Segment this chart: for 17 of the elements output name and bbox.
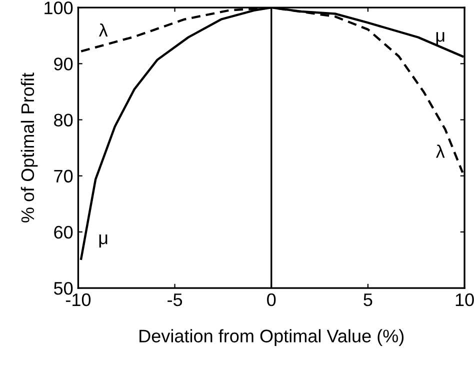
y-tick-label: 50 [54, 282, 73, 295]
x-tick-label: 0 [267, 293, 276, 306]
y-tick-label: 100 [44, 2, 73, 14]
text: λ [98, 23, 108, 37]
y-tick-label: 60 [54, 226, 73, 239]
y-tick-label: 90 [54, 58, 73, 70]
x-tick-label: 10 [456, 293, 474, 306]
x-tick-label: -10 [66, 293, 91, 306]
x-tick-label: 5 [364, 294, 372, 306]
y-tick-label: 70 [54, 170, 73, 183]
x-tick-label: -5 [168, 294, 182, 306]
x-axis-title: Deviation from Optimal Value (%) [140, 329, 404, 346]
series-label: λ [436, 144, 445, 158]
y-tick-label: 80 [54, 114, 73, 126]
series-label: μ [436, 32, 444, 46]
text: μ [99, 234, 108, 248]
y-axis-title: % of Optimal Profit [20, 72, 38, 222]
